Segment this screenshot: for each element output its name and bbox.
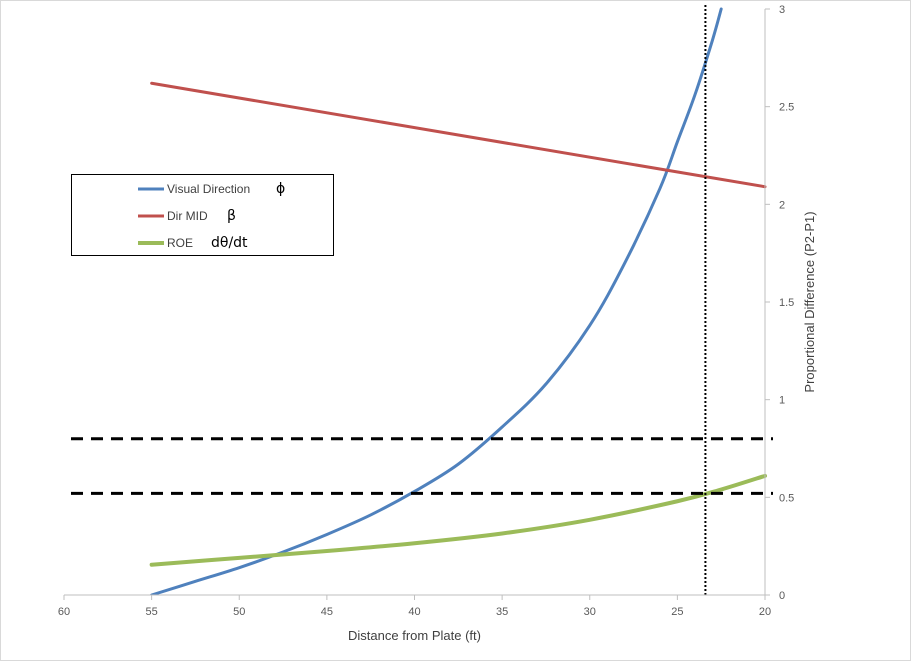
y-tick-label: 3 xyxy=(779,4,785,16)
x-tick-label: 35 xyxy=(496,606,508,618)
y-tick-label: 1 xyxy=(779,395,785,407)
y-tick-label: 0.5 xyxy=(779,492,794,504)
y-tick-label: 1.5 xyxy=(779,297,794,309)
plot-clipped xyxy=(149,7,767,595)
legend: Visual Direction ϕ Dir MID β ROE dθ/dt xyxy=(71,174,334,256)
legend-symbol-dir-mid: β xyxy=(227,208,236,224)
legend-label-visual-direction: Visual Direction xyxy=(167,182,250,196)
legend-label-dir-mid: Dir MID xyxy=(167,209,208,223)
x-tick-label: 30 xyxy=(584,606,596,618)
y-tick-label: 2.5 xyxy=(779,102,794,114)
x-tick-labels: 60 55 50 45 40 35 30 25 20 xyxy=(58,595,771,618)
y-axis-title: Proportional Difference (P2-P1) xyxy=(802,211,817,392)
series-line-dir-mid xyxy=(150,81,767,189)
series-line-roe xyxy=(149,473,767,567)
legend-box xyxy=(71,174,334,256)
x-tick-label: 25 xyxy=(671,606,683,618)
x-tick-label: 45 xyxy=(321,606,333,618)
y-tick-label: 0 xyxy=(779,590,785,602)
y-tick-labels: 0 0.5 1 1.5 2 2.5 3 xyxy=(765,4,794,602)
x-axis-title: Distance from Plate (ft) xyxy=(348,628,481,643)
x-tick-label: 20 xyxy=(759,606,771,618)
legend-symbol-roe: dθ/dt xyxy=(211,235,248,251)
legend-symbol-visual-direction: ϕ xyxy=(276,181,285,197)
x-tick-label: 55 xyxy=(146,606,158,618)
x-tick-label: 50 xyxy=(233,606,245,618)
legend-label-roe: ROE xyxy=(167,236,193,250)
axis-layer: 60 55 50 45 40 35 30 25 20 0 0.5 1 1.5 2 2.5 3 Distanc… xyxy=(58,4,817,643)
x-tick-label: 60 xyxy=(58,606,70,618)
x-tick-label: 40 xyxy=(408,606,420,618)
plot-layer xyxy=(71,5,773,595)
y-tick-label: 2 xyxy=(779,199,785,211)
